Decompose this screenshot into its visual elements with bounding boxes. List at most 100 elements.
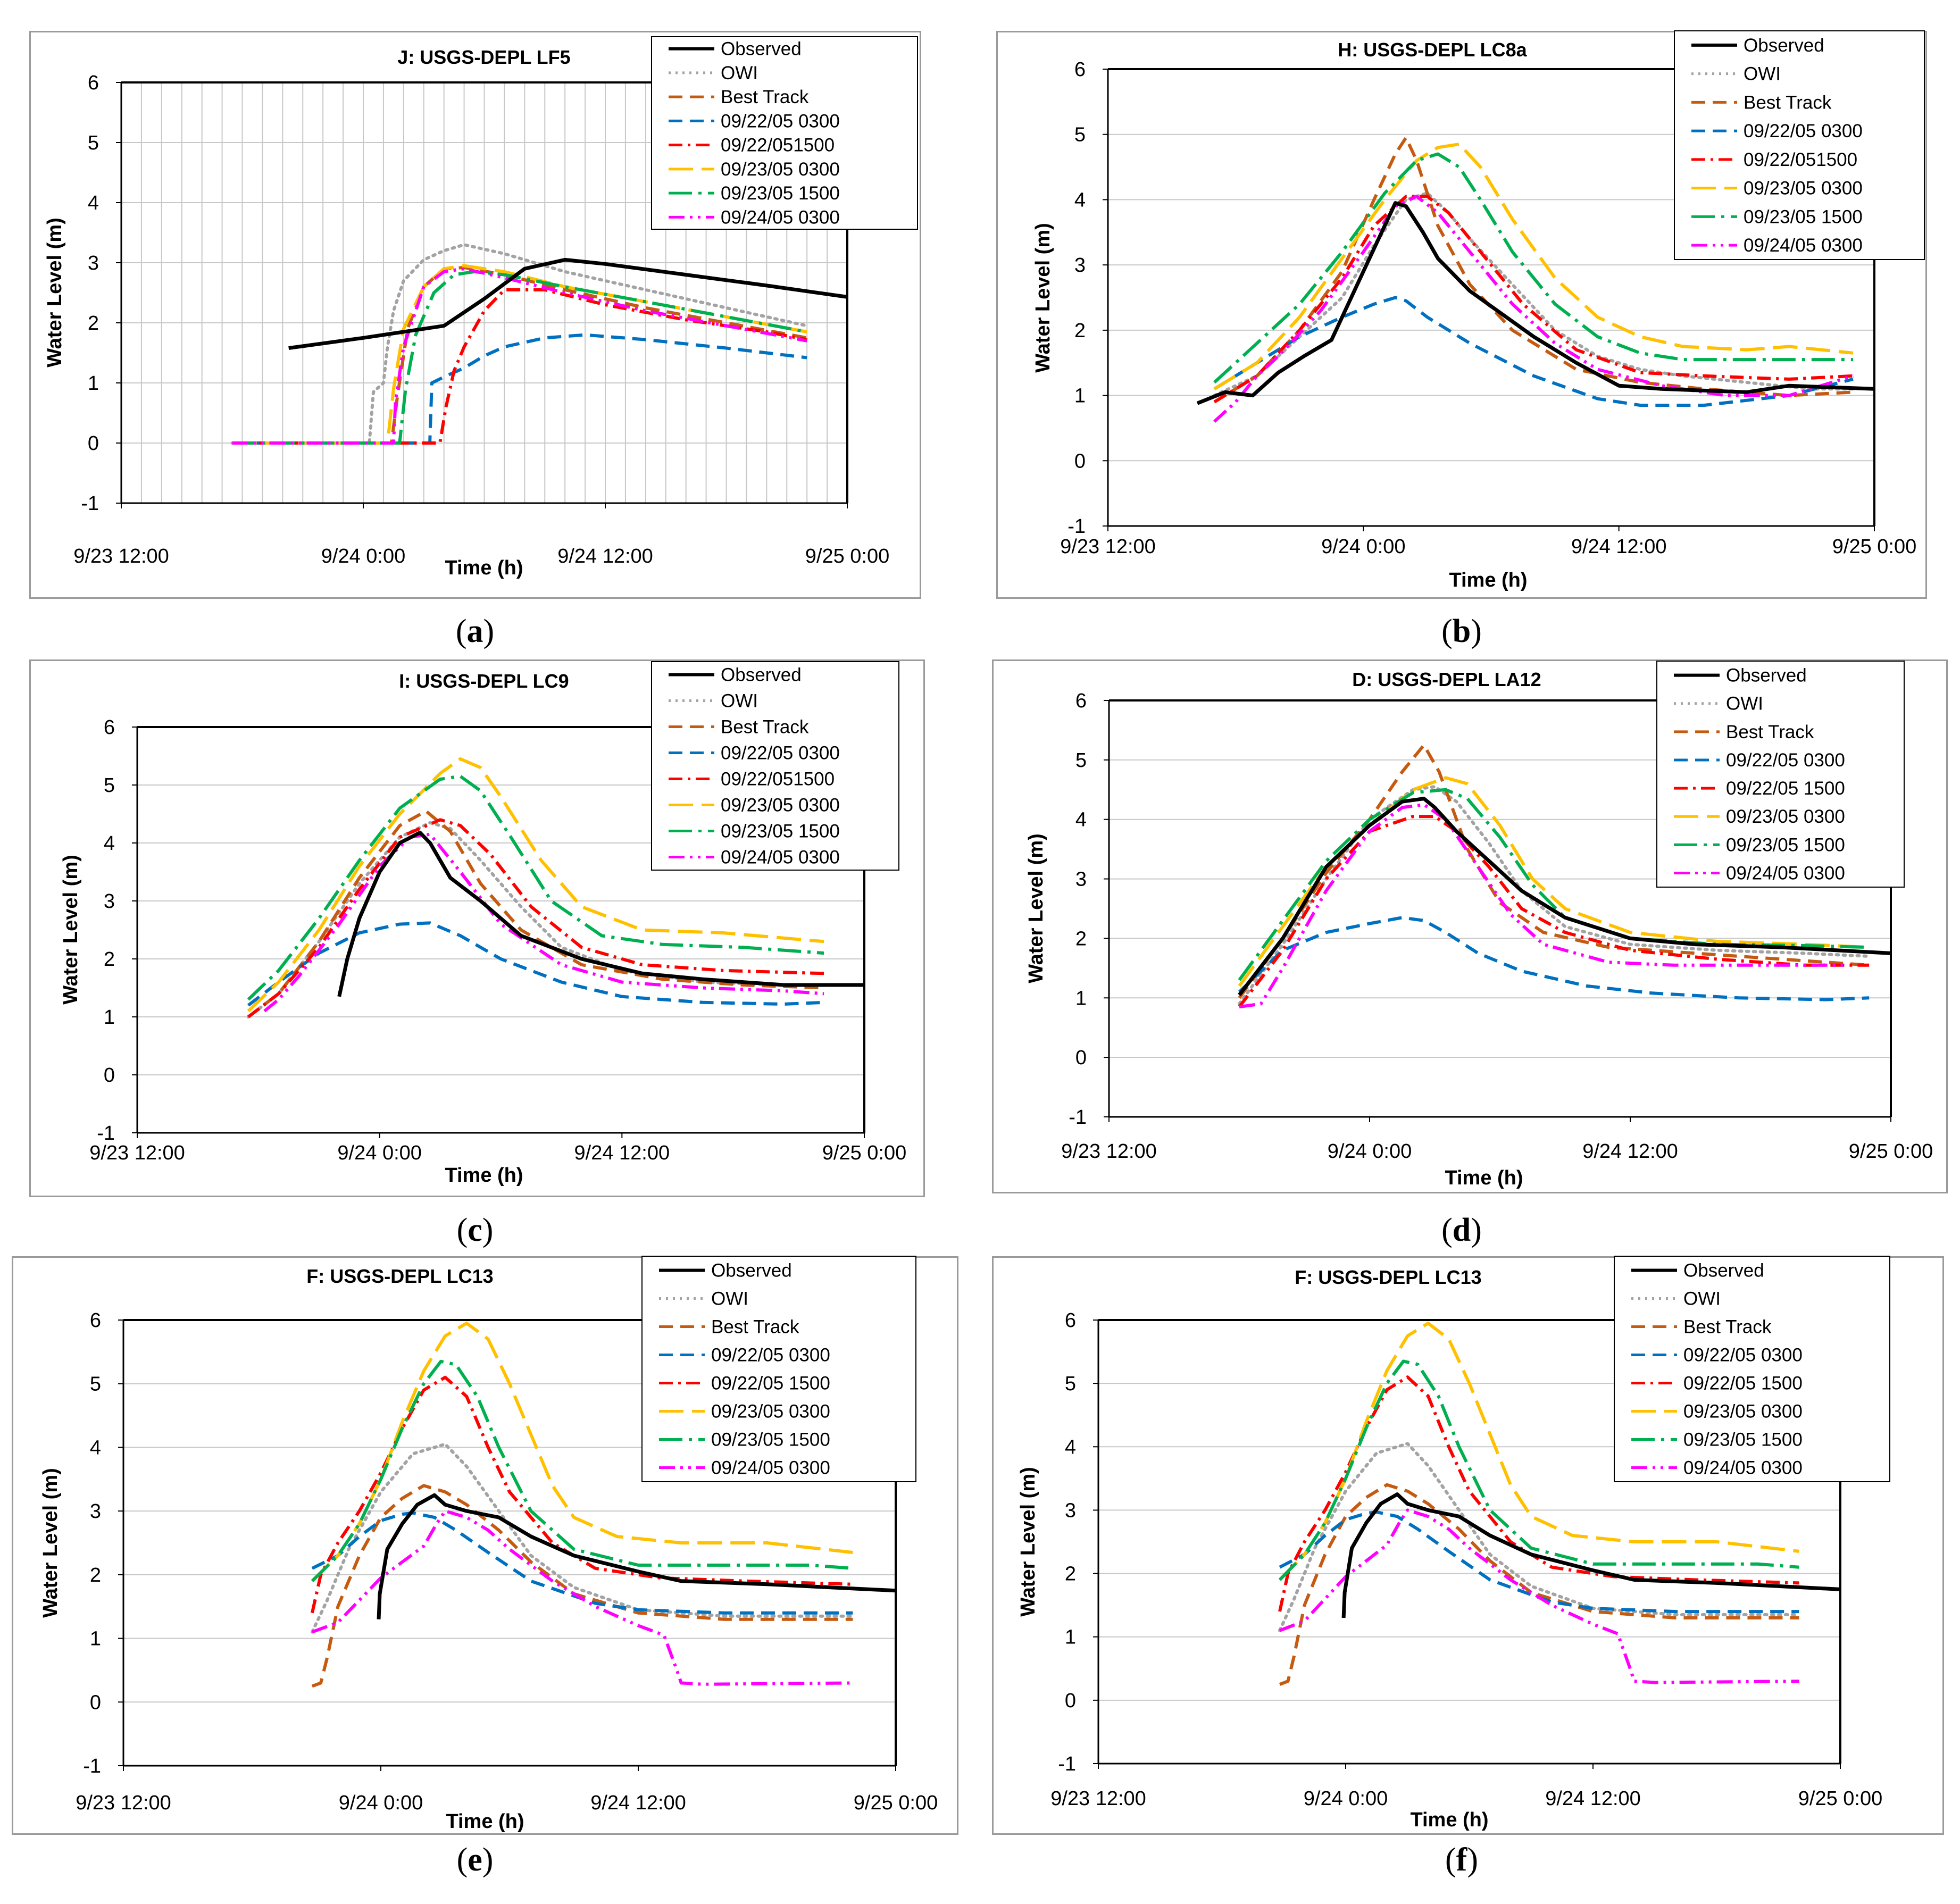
x-tick-label: 9/25 0:00 — [854, 1792, 938, 1814]
legend-label: Observed — [1744, 35, 1824, 56]
legend-label: 09/23/05 1500 — [711, 1430, 830, 1450]
caption-b: (b) — [1441, 613, 1482, 649]
legend-label: 09/24/05 0300 — [721, 847, 840, 868]
y-tick-label: 1 — [104, 1006, 115, 1029]
legend-label: Best Track — [1726, 722, 1814, 742]
y-axis-title: Water Level (m) — [1025, 833, 1047, 983]
x-tick-label: 9/23 12:00 — [73, 545, 169, 567]
series-line-best-track — [1238, 743, 1870, 999]
y-tick-label: 3 — [1074, 254, 1086, 277]
y-tick-label: 4 — [1075, 809, 1087, 831]
y-tick-label: -1 — [1058, 1753, 1076, 1775]
x-axis-title: Time (h) — [1445, 1167, 1523, 1189]
y-tick-label: 0 — [88, 432, 99, 455]
y-axis-title: Water Level (m) — [1032, 223, 1054, 373]
y-tick-label: 1 — [1074, 385, 1086, 407]
y-axis-title: Water Level (m) — [1017, 1467, 1039, 1617]
legend-label: 09/23/05 0300 — [1726, 806, 1845, 827]
series-line-owi — [230, 243, 809, 445]
legend-label: 09/22/05 1500 — [1726, 778, 1845, 799]
legend-label: Observed — [711, 1260, 792, 1281]
legend: Observed OWI Best Track 09/22/05 0300 09/22/… — [651, 36, 918, 230]
y-tick-label: 2 — [104, 948, 115, 971]
caption-d: (d) — [1441, 1212, 1482, 1248]
chart-title: F: USGS-DEPL LC13 — [1295, 1266, 1481, 1288]
x-tick-label: 9/24 12:00 — [1545, 1788, 1641, 1810]
legend-label: OWI — [721, 691, 758, 712]
series-line-run-0922-1500 — [1278, 1375, 1799, 1612]
y-tick-label: 0 — [1074, 450, 1086, 472]
legend-label: Best Track — [721, 87, 809, 107]
series-line-run-0922-1500 — [1238, 815, 1870, 1008]
legend-label: 09/22/051500 — [1744, 149, 1857, 170]
y-tick-label: 6 — [1074, 59, 1086, 81]
legend-label: OWI — [1726, 694, 1763, 714]
x-tick-label: 9/25 0:00 — [1832, 536, 1916, 558]
chart-panel-e: -1 0 1 2 3 4 5 6 9/23 12:00 9/24 0:00 9/24 12:00 9/… — [39, 1256, 938, 1833]
caption-c: (c) — [456, 1212, 494, 1248]
legend-label: Best Track — [721, 717, 809, 738]
series-line-run-0923-1500 — [247, 774, 824, 1001]
series-line-run-0923-0300 — [1278, 1322, 1799, 1581]
legend-label: 09/22/05 0300 — [1683, 1345, 1803, 1366]
y-tick-label: 6 — [1075, 690, 1087, 712]
caption-f: (f) — [1445, 1842, 1478, 1878]
legend-box — [651, 661, 899, 871]
y-tick-label: 0 — [104, 1064, 115, 1087]
y-tick-label: -1 — [1069, 1106, 1087, 1129]
legend-label: 09/22/051500 — [721, 135, 835, 156]
y-tick-label: 3 — [90, 1500, 101, 1523]
y-tick-label: 5 — [90, 1373, 101, 1396]
series-line-observed — [1196, 201, 1875, 405]
legend-label: OWI — [721, 63, 758, 83]
legend-label: OWI — [711, 1289, 748, 1309]
y-tick-label: 0 — [1065, 1690, 1076, 1712]
x-axis-title: Time (h) — [445, 1164, 523, 1187]
x-axis-title: Time (h) — [445, 557, 523, 579]
legend-label: Best Track — [1744, 92, 1832, 113]
legend: Observed OWI Best Track 09/22/05 0300 09/22/… — [1656, 661, 1905, 888]
x-tick-label: 9/24 0:00 — [1304, 1788, 1388, 1810]
legend-label: 09/23/05 0300 — [721, 159, 840, 180]
x-axis-title: Time (h) — [446, 1810, 524, 1833]
x-tick-label: 9/24 12:00 — [1571, 536, 1667, 558]
y-tick-label: 3 — [1065, 1499, 1076, 1522]
x-tick-label: 9/24 0:00 — [1328, 1140, 1412, 1163]
y-tick-label: 4 — [1074, 189, 1086, 211]
x-tick-label: 9/23 12:00 — [89, 1142, 185, 1164]
y-axis-title: Water Level (m) — [60, 855, 82, 1005]
y-tick-label: 1 — [90, 1628, 101, 1650]
series-line-run-0922-0300 — [232, 333, 807, 445]
legend-label: 09/23/05 1500 — [721, 821, 840, 842]
x-tick-label: 9/24 0:00 — [1321, 536, 1405, 558]
legend-label: 09/22/05 0300 — [721, 743, 840, 764]
legend-label: 09/22/05 0300 — [1744, 121, 1863, 141]
legend-label: OWI — [1744, 64, 1781, 85]
series-line-run-0923-1500 — [232, 270, 807, 445]
series-line-run-0922-1500 — [247, 818, 824, 1018]
series-line-run-0922-0300 — [311, 1511, 853, 1615]
series-line-run-0922-1500 — [310, 1375, 853, 1614]
legend-label: 09/23/05 1500 — [1726, 834, 1845, 855]
legend-label: Observed — [721, 39, 802, 60]
legend-label: 09/24/05 0300 — [1726, 863, 1845, 883]
legend-label: 09/22/05 0300 — [711, 1345, 830, 1366]
y-tick-label: 4 — [1065, 1436, 1076, 1458]
series-line-run-0923-0300 — [1213, 143, 1854, 390]
y-tick-label: 5 — [1065, 1373, 1076, 1395]
y-tick-label: -1 — [83, 1755, 101, 1777]
legend-label: 09/24/05 0300 — [1744, 235, 1863, 256]
y-tick-label: 2 — [1075, 928, 1087, 950]
chart-panel-d: -1 0 1 2 3 4 5 6 9/23 12:00 9/24 0:00 9/24 12:00 9/… — [1025, 661, 1933, 1189]
y-tick-label: 5 — [104, 774, 115, 797]
y-tick-label: 5 — [1074, 124, 1086, 146]
legend-label: 09/23/05 1500 — [721, 183, 840, 204]
y-tick-label: 1 — [1065, 1626, 1076, 1649]
series-line-observed — [1238, 797, 1891, 996]
series-line-run-0923-0300 — [1238, 776, 1870, 987]
chart-title: F: USGS-DEPL LC13 — [306, 1265, 493, 1287]
y-tick-label: 1 — [1075, 987, 1087, 1009]
chart-title: D: USGS-DEPL LA12 — [1352, 669, 1541, 690]
legend-label: 09/22/051500 — [721, 769, 835, 790]
